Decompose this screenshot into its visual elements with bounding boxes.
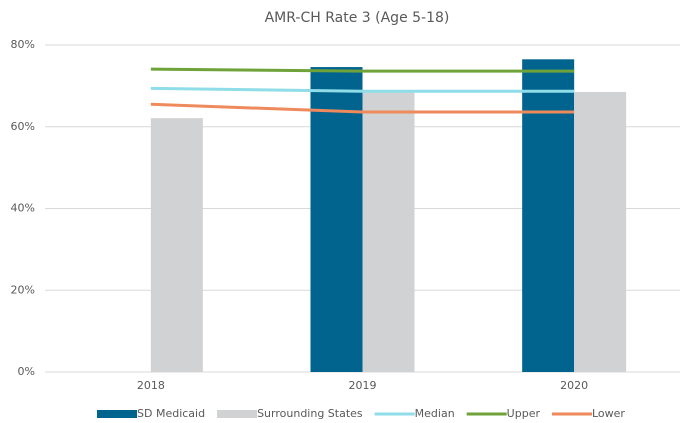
line bbox=[150, 86, 575, 93]
y-tick-label: 0% bbox=[18, 365, 35, 378]
legend-label: Surrounding States bbox=[257, 407, 363, 420]
bar bbox=[362, 92, 415, 372]
line bbox=[150, 67, 575, 73]
x-tick-label: 2020 bbox=[560, 379, 588, 392]
y-tick-label: 20% bbox=[11, 283, 35, 296]
x-tick-label: 2019 bbox=[349, 379, 377, 392]
bar bbox=[150, 118, 203, 372]
y-tick-label: 40% bbox=[11, 202, 35, 215]
legend-label: SD Medicaid bbox=[137, 407, 205, 420]
x-tick-label: 2018 bbox=[137, 379, 165, 392]
y-tick-label: 80% bbox=[11, 38, 35, 51]
legend-swatch bbox=[97, 410, 137, 418]
y-tick-label: 60% bbox=[11, 120, 35, 133]
chart-title: AMR-CH Rate 3 (Age 5-18) bbox=[265, 10, 450, 26]
bar bbox=[574, 92, 627, 372]
legend-swatch bbox=[217, 410, 258, 418]
legend-label: Upper bbox=[507, 407, 541, 420]
legend-label: Lower bbox=[592, 407, 625, 420]
bar bbox=[310, 67, 363, 372]
line bbox=[150, 102, 575, 114]
bar bbox=[522, 59, 575, 373]
legend-label: Median bbox=[415, 407, 455, 420]
